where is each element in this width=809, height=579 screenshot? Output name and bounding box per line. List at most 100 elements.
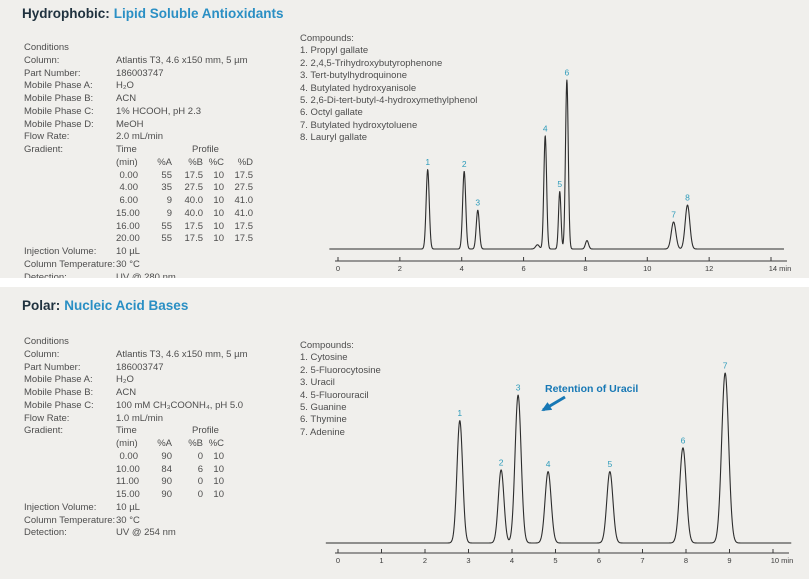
condition-value: 30 °C xyxy=(116,514,140,526)
gradient-data-row: 10.00 84 6 10 xyxy=(24,464,248,477)
gradient-cell: 10 xyxy=(213,220,224,232)
condition-label: Detection: xyxy=(24,271,67,283)
condition-row: Flow Rate: 2.0 mL/min xyxy=(24,131,253,144)
gradient-col-header: %B xyxy=(188,438,203,449)
x-axis-tick-label: 5 xyxy=(553,556,557,565)
x-axis-tick-label: 9 xyxy=(727,556,731,565)
chromatogram-trace xyxy=(325,372,792,544)
condition-row: Mobile Phase B: ACN xyxy=(24,93,253,106)
gradient-profile-header: Profile xyxy=(192,425,219,437)
condition-label: Column: xyxy=(24,348,60,360)
condition-value: UV @ 254 nm xyxy=(116,527,176,539)
condition-label: Mobile Phase D: xyxy=(24,118,94,130)
x-axis-tick-label: 4 xyxy=(460,264,464,273)
compounds-heading: Compounds: xyxy=(300,33,354,44)
compound-item: 5. 2,6-Di-tert-butyl-4-hydroxymethylphen… xyxy=(300,94,478,106)
condition-row: Part Number: 186003747 xyxy=(24,362,248,375)
gradient-subheader-row: (min) %A %B %C %D xyxy=(24,157,253,170)
condition-label: Mobile Phase C: xyxy=(24,399,94,411)
gradient-cell: 90 xyxy=(161,476,172,488)
gradient-cell: 35 xyxy=(161,182,172,194)
gradient-header-row: Gradient: Time Profile xyxy=(24,425,248,438)
gradient-cell: 17.5 xyxy=(234,233,254,245)
gradient-col-header: %C xyxy=(208,156,224,168)
compound-item: 8. Lauryl gallate xyxy=(300,132,368,144)
condition-row: Flow Rate: 1.0 mL/min xyxy=(24,413,248,426)
condition-row: Detection: UV @ 254 nm xyxy=(24,527,248,540)
spacer xyxy=(24,489,116,502)
section-divider xyxy=(0,278,809,287)
gradient-cell: 10 xyxy=(213,476,224,488)
conditions-block: Conditions Column: Atlantis T3, 4.6 x150 m… xyxy=(24,42,253,284)
section-title-highlight: Nucleic Acid Bases xyxy=(64,298,189,313)
compound-item: 6. Thymine xyxy=(300,414,347,426)
gradient-cell: 10 xyxy=(213,450,224,462)
section-title: Hydrophobic: Lipid Soluble Antioxidants xyxy=(22,6,284,21)
spacer xyxy=(24,438,116,451)
condition-value: Atlantis T3, 4.6 x150 mm, 5 µm xyxy=(116,348,248,360)
spacer xyxy=(24,170,116,183)
condition-value: 1.0 mL/min xyxy=(116,412,163,424)
gradient-cell: 27.5 xyxy=(184,182,204,194)
spacer xyxy=(24,464,116,477)
x-axis-tick-label: 4 xyxy=(510,556,514,565)
gradient-data-row: 6.00 9 40.0 10 41.0 xyxy=(24,195,254,208)
section-title: Polar: Nucleic Acid Bases xyxy=(22,298,188,313)
gradient-cell: 84 xyxy=(161,463,172,475)
gradient-cell: 10 xyxy=(213,233,224,245)
gradient-cell: 10 xyxy=(213,207,224,219)
spacer xyxy=(24,233,116,246)
gradient-data-row: 16.00 55 17.5 10 17.5 xyxy=(24,221,253,234)
peak-label-1: 1 xyxy=(425,157,430,167)
condition-label: Column: xyxy=(24,54,60,66)
gradient-data-row: 15.00 90 0 10 xyxy=(24,489,248,502)
peak-label-5: 5 xyxy=(608,459,613,469)
gradient-col-header: %C xyxy=(208,438,224,449)
x-axis-tick-label: 0 xyxy=(336,556,340,565)
gradient-cell: 0 xyxy=(197,489,203,500)
compound-item: 7. Butylated hydroxytoluene xyxy=(300,119,418,131)
spacer xyxy=(24,208,116,221)
condition-value: 186003747 xyxy=(116,67,164,79)
condition-row: Column: Atlantis T3, 4.6 x150 mm, 5 µm xyxy=(24,55,253,68)
peak-label-4: 4 xyxy=(546,459,551,469)
condition-value: ACN xyxy=(116,93,137,104)
annotation-arrow xyxy=(541,395,566,412)
chromatogram-trace xyxy=(329,79,785,250)
spacer xyxy=(24,182,116,195)
section-title-prefix: Polar: xyxy=(22,298,61,313)
gradient-label: Gradient: xyxy=(24,425,64,437)
gradient-cell: 17.5 xyxy=(234,169,254,181)
condition-value: Atlantis T3, 4.6 x150 mm, 5 µm xyxy=(116,54,248,66)
gradient-cell: 41.0 xyxy=(234,207,254,219)
x-axis-tick-label: 8 xyxy=(583,264,587,273)
condition-row: Column: Atlantis T3, 4.6 x150 mm, 5 µm xyxy=(24,349,248,362)
compound-item: 2. 5-Fluorocytosine xyxy=(300,364,381,376)
compound-item: 7. Adenine xyxy=(300,426,345,438)
gradient-cell: 55 xyxy=(161,220,172,232)
gradient-col-header: (min) xyxy=(116,156,138,168)
spacer xyxy=(24,195,116,208)
section-polar: Polar: Nucleic Acid Bases Conditions Colum… xyxy=(0,286,809,579)
gradient-header-row: Gradient: Time Profile xyxy=(24,144,253,157)
gradient-cell: 55 xyxy=(161,233,172,245)
gradient-cell: 10 xyxy=(213,195,224,206)
gradient-col-header: (min) xyxy=(116,438,138,449)
condition-label: Mobile Phase A: xyxy=(24,80,93,92)
gradient-cell: 17.5 xyxy=(184,233,204,245)
gradient-data-row: 15.00 9 40.0 10 41.0 xyxy=(24,208,253,221)
gradient-cell: 17.5 xyxy=(234,220,254,232)
condition-label: Injection Volume: xyxy=(24,246,97,257)
spacer xyxy=(24,221,116,234)
condition-row: Mobile Phase B: ACN xyxy=(24,387,248,400)
gradient-cell: 15.00 xyxy=(116,207,140,219)
peak-label-3: 3 xyxy=(475,198,480,208)
x-axis-tick-label: 14 min xyxy=(769,264,792,273)
condition-label: Injection Volume: xyxy=(24,501,97,513)
gradient-cell: 10 xyxy=(213,463,224,475)
gradient-cell: 9 xyxy=(166,195,172,206)
condition-label: Detection: xyxy=(24,527,67,539)
spacer xyxy=(24,157,116,170)
